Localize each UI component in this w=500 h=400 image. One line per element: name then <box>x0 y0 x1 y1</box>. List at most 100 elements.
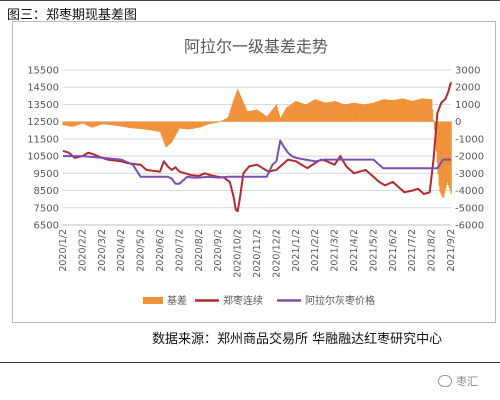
basis-bar <box>307 103 309 122</box>
basis-bar <box>389 99 391 122</box>
basis-bar <box>323 102 326 122</box>
basis-bar <box>249 110 251 122</box>
basis-bar <box>97 121 99 126</box>
basis-bar <box>243 103 245 122</box>
basis-bar <box>423 98 425 122</box>
y-left-tick-label: 13500 <box>27 100 59 111</box>
basis-bar <box>114 121 116 126</box>
basis-bar <box>84 121 86 125</box>
basis-bar <box>248 111 250 122</box>
basis-bar <box>231 104 233 122</box>
basis-bar <box>147 121 149 130</box>
y-right-tick-label: -3000 <box>455 169 484 180</box>
basis-bar <box>408 100 410 122</box>
y-right-tick-label: -4000 <box>455 186 484 197</box>
basis-bar <box>174 121 176 137</box>
basis-bar <box>127 121 129 128</box>
basis-bar <box>145 121 147 130</box>
basis-bar <box>324 102 327 122</box>
basis-bar <box>182 121 184 129</box>
basis-bar <box>212 121 214 124</box>
basis-bar <box>245 108 247 122</box>
x-tick-label: 2021/7/2 <box>407 229 418 272</box>
basis-bar <box>226 118 228 122</box>
data-source-note: 数据来源：郑州商品交易所 华融融达红枣研究中心 <box>152 332 443 347</box>
basis-bar <box>170 121 172 143</box>
basis-bar <box>242 101 244 122</box>
x-tick-label: 2020/2/2 <box>77 229 88 272</box>
basis-bar <box>302 103 304 122</box>
basis-bar <box>264 115 267 122</box>
basis-bar <box>374 102 377 122</box>
basis-bar <box>63 121 65 126</box>
basis-bar <box>287 106 290 122</box>
basis-bar <box>117 121 120 127</box>
basis-bar <box>75 121 77 126</box>
basis-bar <box>158 121 160 132</box>
basis-bar <box>123 121 125 127</box>
x-tick-label: 2020/6/2 <box>155 229 166 272</box>
basis-bar <box>119 121 122 127</box>
basis-bar <box>316 99 318 122</box>
basis-bar <box>209 121 211 125</box>
wechat-icon <box>438 375 452 387</box>
x-tick-label: 2021/1/2 <box>291 229 302 272</box>
basis-bar <box>361 104 364 122</box>
basis-bar <box>78 121 80 125</box>
basis-bar <box>313 99 316 122</box>
basis-bar <box>108 121 110 125</box>
basis-bar <box>422 98 425 122</box>
basis-bar <box>144 121 146 130</box>
y-right-tick-label: 0 <box>455 117 461 128</box>
basis-bar <box>312 100 315 122</box>
y-right-tick-label: 3000 <box>455 66 480 77</box>
basis-bar <box>376 101 378 122</box>
basis-bar <box>379 100 381 122</box>
basis-bar <box>373 102 376 122</box>
basis-bar <box>139 121 141 129</box>
basis-bar <box>271 110 273 122</box>
basis-bar <box>438 121 440 186</box>
basis-bar <box>281 115 283 122</box>
basis-bar <box>81 121 84 124</box>
y-left-tick-label: 15500 <box>27 66 59 77</box>
basis-bar <box>232 101 234 122</box>
y-right-tick-label: -6000 <box>455 221 484 232</box>
basis-bar <box>427 98 429 122</box>
basis-bar <box>87 121 89 126</box>
basis-bar <box>167 121 170 146</box>
basis-bar <box>380 100 382 122</box>
y-right-tick-label: -2000 <box>455 152 484 163</box>
futures-line <box>62 81 452 213</box>
basis-bar <box>304 104 306 122</box>
basis-bar <box>322 101 324 122</box>
basis-bar <box>69 121 72 127</box>
basis-bar <box>194 121 196 129</box>
basis-bar <box>426 98 428 122</box>
basis-bar <box>384 99 387 122</box>
basis-bar <box>337 102 340 122</box>
basis-bar <box>325 102 328 122</box>
basis-bar <box>335 101 338 122</box>
basis-bar <box>267 114 269 122</box>
basis-bar <box>229 110 231 122</box>
basis-bar <box>239 95 242 122</box>
basis-bar <box>404 99 406 122</box>
basis-bar <box>98 121 100 126</box>
basis-bar <box>386 99 389 122</box>
basis-bar <box>211 121 213 124</box>
basis-bar <box>236 91 238 122</box>
basis-bar <box>444 121 447 190</box>
basis-bar <box>160 121 162 135</box>
basis-bar <box>150 121 152 131</box>
basis-bar <box>111 121 113 126</box>
basis-bar <box>329 101 331 122</box>
basis-bar <box>162 121 164 140</box>
x-tick-label: 2021/6/2 <box>388 229 399 272</box>
basis-bar <box>407 99 409 122</box>
basis-bar <box>326 102 328 122</box>
basis-bar <box>159 121 161 132</box>
basis-bar <box>89 121 91 127</box>
basis-bar <box>135 121 137 129</box>
basis-bar <box>125 121 127 128</box>
